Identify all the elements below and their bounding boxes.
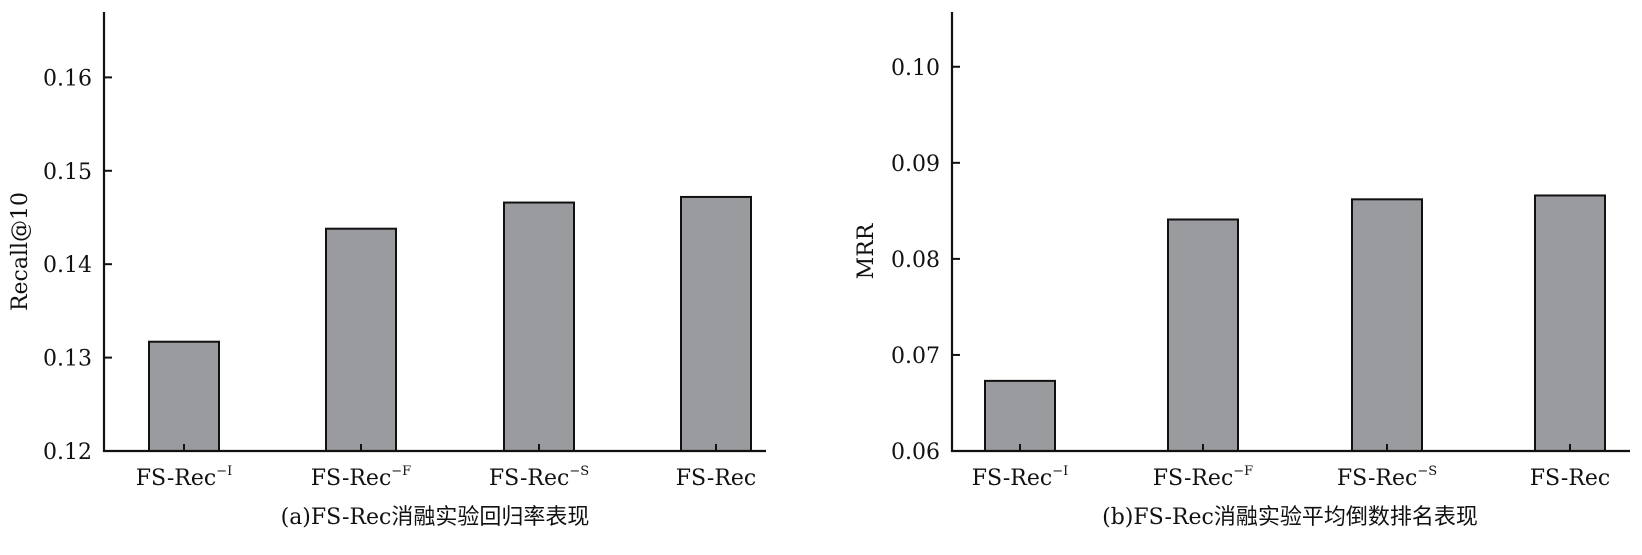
y-tick-label: 0.07	[891, 344, 940, 369]
bar-3	[1351, 198, 1423, 452]
x-tick-label: FS-Rec	[1530, 466, 1610, 491]
y-tick-label: 0.09	[891, 152, 940, 177]
x-tick-label: FS-Rec−I	[972, 464, 1069, 491]
panel-caption: (b)FS-Rec消融实验平均倒数排名表现	[1102, 505, 1478, 530]
x-tick-label: FS-Rec−F	[311, 464, 411, 491]
y-axis-title: MRR	[854, 222, 879, 279]
y-tick-label: 0.13	[43, 347, 92, 372]
panel-caption: (a)FS-Rec消融实验回归率表现	[281, 505, 590, 530]
y-tick-label: 0.14	[43, 253, 92, 278]
x-tick-label: FS-Rec−F	[1153, 464, 1253, 491]
bar-1	[148, 340, 220, 452]
x-tick-label: FS-Rec−I	[136, 464, 233, 491]
bar-1	[984, 379, 1056, 452]
x-tick-label: FS-Rec−S	[1337, 464, 1437, 491]
y-tick-label: 0.06	[891, 440, 940, 465]
y-tick-label: 0.15	[43, 160, 92, 185]
y-tick-label: 0.16	[43, 66, 92, 91]
bar-4	[1534, 194, 1606, 452]
y-tick-label: 0.08	[891, 248, 940, 273]
bar-4	[680, 195, 752, 452]
x-tick-label: FS-Rec	[676, 466, 756, 491]
bar-2	[1167, 218, 1239, 452]
bar-2	[325, 227, 397, 452]
y-tick-label: 0.10	[891, 56, 940, 81]
panel-a-recall-chart: 0.12 0.13 0.14 0.15 0.16 FS-Rec−I FS-Rec−F FS-R…	[8, 12, 766, 530]
y-axis-title: Recall@10	[8, 192, 33, 311]
panel-b-mrr-chart: 0.06 0.07 0.08 0.09 0.10 FS-Rec−I FS-Rec−F FS-R…	[854, 12, 1630, 530]
y-tick-label: 0.12	[43, 440, 92, 465]
x-tick-label: FS-Rec−S	[489, 464, 589, 491]
bar-3	[503, 201, 575, 452]
